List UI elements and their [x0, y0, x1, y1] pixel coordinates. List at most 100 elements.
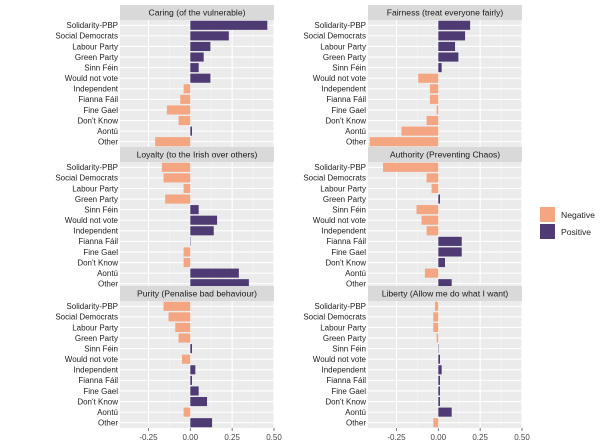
category-label: Would not vote [65, 216, 119, 225]
bar [180, 94, 191, 104]
category-label: Labour Party [320, 42, 366, 51]
category-label: Aontú [97, 127, 118, 136]
category-label: Fine Gael [331, 106, 366, 115]
category-label: Don't Know [77, 397, 118, 406]
panel-background [120, 20, 274, 147]
bar [190, 205, 199, 215]
bar [190, 279, 249, 289]
bar [183, 257, 191, 268]
category-label: Solidarity-PBP [314, 21, 366, 30]
category-label: Fine Gael [83, 387, 118, 396]
bar [431, 183, 439, 194]
category-label: Solidarity-PBP [66, 21, 118, 30]
category-label: Solidarity-PBP [66, 302, 118, 311]
bar [438, 407, 452, 417]
category-label: Fianna Fáil [78, 95, 118, 104]
bar [426, 226, 439, 236]
bar [190, 375, 192, 385]
category-label: Green Party [323, 53, 366, 62]
category-label: Don't Know [325, 116, 366, 125]
category-label: Labour Party [72, 184, 118, 193]
category-label: Labour Party [320, 323, 366, 332]
category-label: Don't Know [77, 116, 118, 125]
facet-title: Authority (Preventing Chaos) [390, 150, 500, 160]
category-label: Independent [74, 227, 119, 236]
category-label: Would not vote [313, 74, 367, 83]
bar [433, 322, 439, 333]
category-label: Aontú [345, 408, 366, 417]
category-label: Fianna Fáil [326, 95, 366, 104]
bar [438, 52, 459, 62]
panel-background [368, 301, 522, 428]
bar [178, 115, 191, 126]
bar [183, 247, 191, 257]
bar [438, 279, 452, 289]
facet-title: Purity (Penalise bad behaviour) [137, 289, 257, 299]
bar [190, 41, 211, 52]
category-label: Social Democrats [55, 313, 118, 322]
bar [438, 354, 440, 364]
bar [168, 312, 191, 322]
bar [421, 215, 439, 225]
category-label: Don't Know [325, 397, 366, 406]
category-label: Independent [322, 227, 367, 236]
legend-key [540, 207, 555, 222]
facet-strip [120, 147, 274, 162]
category-label: Solidarity-PBP [314, 302, 366, 311]
bar [433, 418, 439, 428]
category-label: Aontú [345, 127, 366, 136]
x-tick-label: 0.00 [183, 433, 199, 442]
bar [190, 418, 213, 428]
bar [438, 41, 456, 52]
bar [429, 94, 439, 104]
bar [183, 183, 191, 194]
bar [190, 226, 214, 236]
category-label: Fine Gael [83, 248, 118, 257]
category-label: Labour Party [320, 184, 366, 193]
bar [438, 396, 440, 407]
x-tick-label: -0.25 [139, 433, 158, 442]
bar [424, 268, 439, 278]
category-label: Other [346, 419, 366, 428]
bar [190, 31, 229, 41]
category-label: Solidarity-PBP [314, 163, 366, 172]
bar [438, 257, 445, 268]
category-label: Other [346, 280, 366, 289]
panel-background [368, 20, 522, 147]
category-label: Green Party [75, 53, 118, 62]
category-label: Independent [322, 366, 367, 375]
facet-title: Liberty (Allow me do what I want) [382, 289, 509, 299]
category-label: Aontú [97, 408, 118, 417]
bar [190, 126, 192, 136]
facet-strip [368, 5, 522, 20]
category-label: Green Party [75, 195, 118, 204]
bar [418, 73, 439, 83]
bar [426, 115, 439, 126]
category-label: Social Democrats [55, 32, 118, 41]
legend-label: Positive [561, 227, 591, 237]
bar [190, 215, 218, 225]
bar [175, 322, 191, 333]
bar [190, 386, 199, 396]
bar [190, 396, 208, 407]
bar [438, 194, 440, 204]
x-tick-label: 0.25 [472, 433, 488, 442]
category-label: Other [98, 138, 118, 147]
category-label: Sinn Féin [332, 205, 366, 214]
category-label: Social Democrats [55, 174, 118, 183]
bar [438, 31, 466, 41]
bar [438, 20, 471, 30]
category-label: Aontú [97, 269, 118, 278]
category-label: Social Democrats [303, 313, 366, 322]
x-tick-label: 0.00 [431, 433, 447, 442]
facet-title: Fairness (treat everyone fairly) [387, 8, 504, 18]
category-label: Sinn Féin [332, 344, 366, 353]
category-label: Other [346, 138, 366, 147]
bar [183, 84, 191, 94]
bar [190, 63, 199, 73]
bar [438, 63, 442, 73]
x-tick-label: 0.50 [514, 433, 530, 442]
bar [434, 301, 439, 311]
category-label: Social Democrats [303, 32, 366, 41]
